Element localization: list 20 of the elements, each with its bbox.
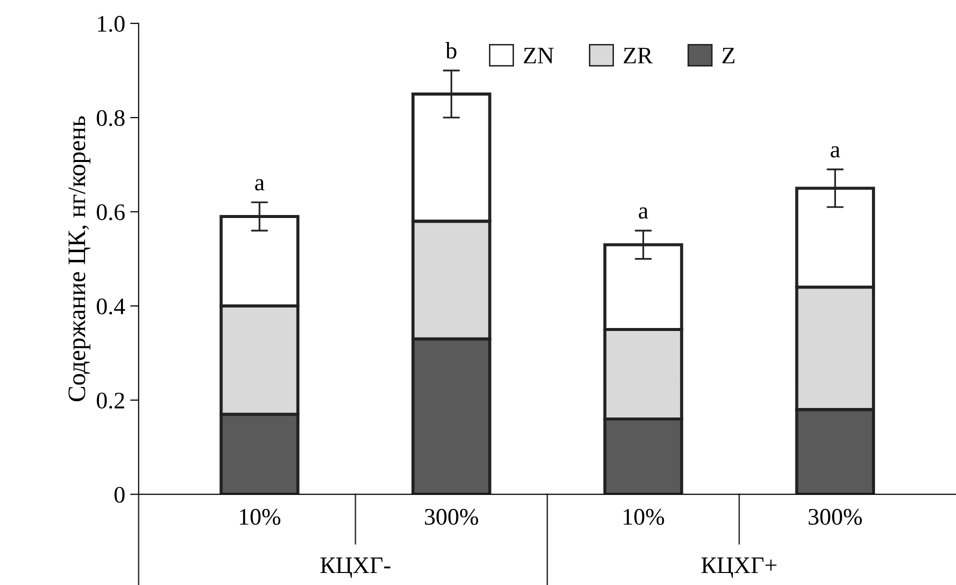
y-tick-label: 0.8 xyxy=(96,110,125,126)
text: КЦХГ- xyxy=(320,558,390,578)
y-tick-label: 0.2 xyxy=(96,392,124,409)
legend-label: Z xyxy=(722,48,734,64)
y-tick-label: 0 xyxy=(114,486,125,503)
x-tick-label: 10% xyxy=(624,508,664,525)
annotation: b xyxy=(445,42,456,59)
legend-label: ZR xyxy=(624,48,653,64)
x-tick-label: 300% xyxy=(808,508,862,525)
annotation: a xyxy=(255,179,264,190)
annotation: a xyxy=(830,146,840,158)
y-tick-label: 1.0 xyxy=(98,16,125,32)
x-tick-label: 300% xyxy=(424,508,478,525)
x-tick-label: 10% xyxy=(240,508,280,525)
y-tick-label: 0.4 xyxy=(96,298,126,314)
y-axis-title: Содержание ЦК, нг/корень xyxy=(68,116,90,402)
annotation: a xyxy=(638,207,648,219)
legend-label: ZN xyxy=(524,48,554,64)
y-tick-label: 0.6 xyxy=(96,204,125,220)
text: КЦХГ+ xyxy=(701,558,776,578)
